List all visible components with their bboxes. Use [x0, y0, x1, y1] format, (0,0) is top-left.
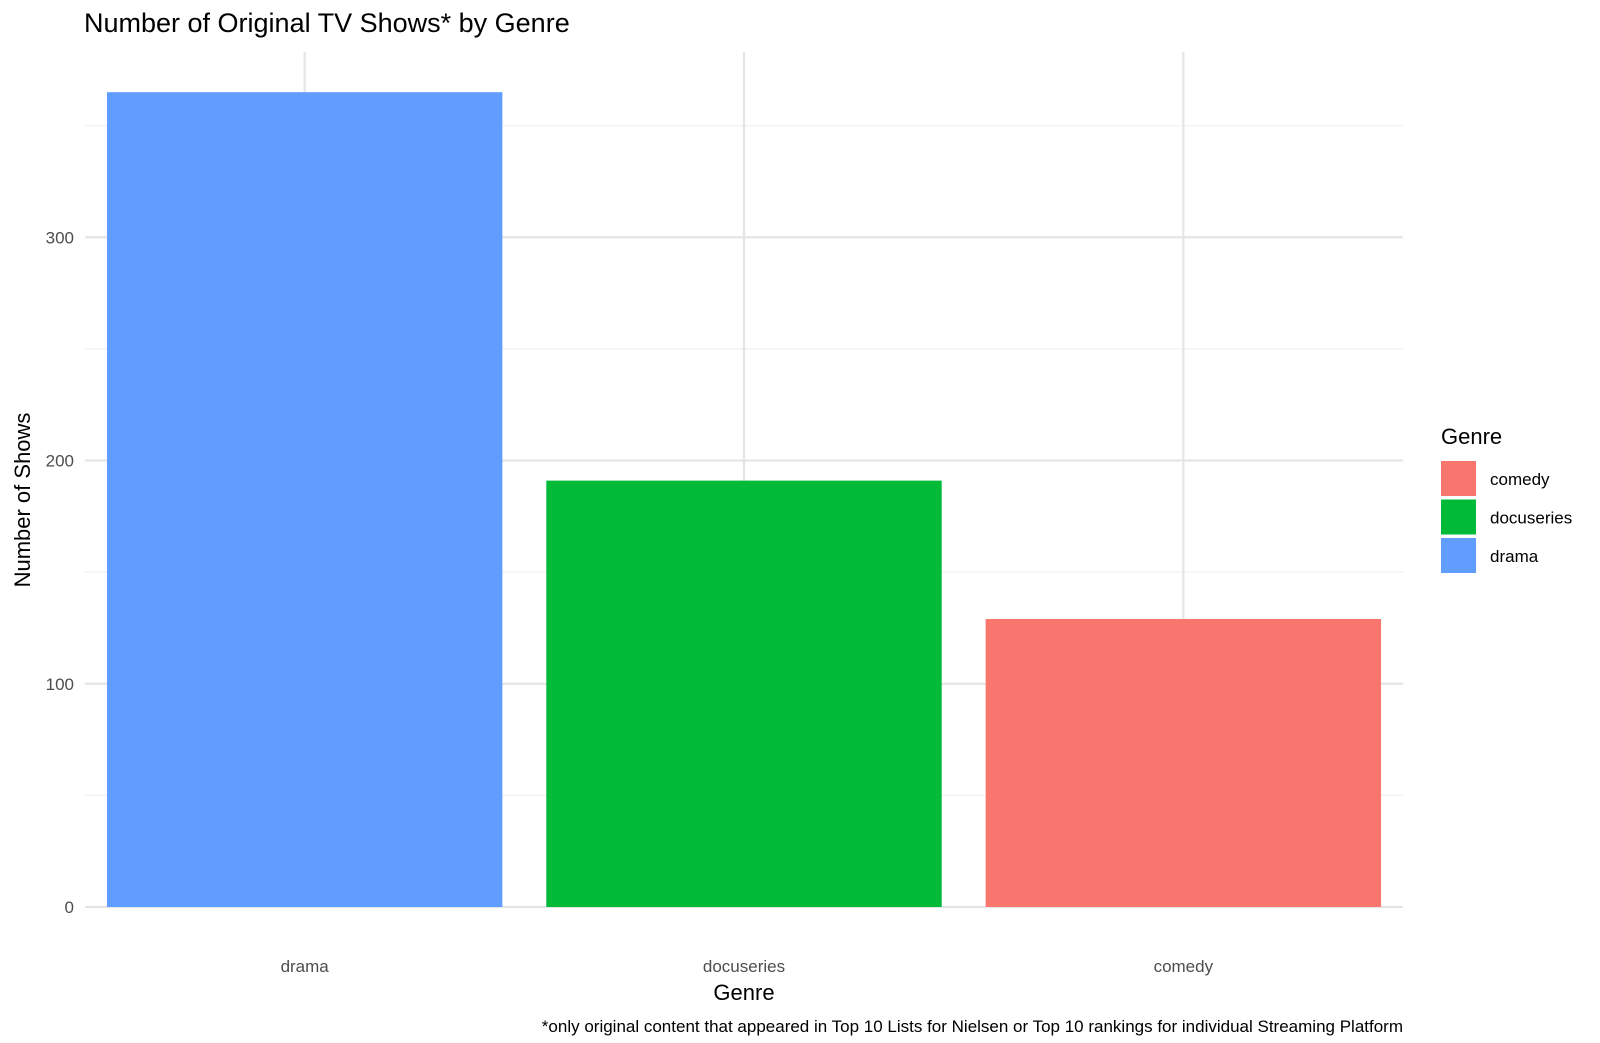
legend: Genre comedy docuseries drama — [1441, 424, 1572, 573]
y-tick-label-200: 200 — [46, 452, 74, 471]
legend-label-drama: drama — [1490, 547, 1539, 566]
bar-docuseries — [546, 480, 942, 907]
legend-key-drama — [1441, 538, 1476, 573]
legend-title: Genre — [1441, 424, 1502, 449]
x-axis-ticks: drama docuseries comedy — [281, 957, 1214, 976]
chart-title: Number of Original TV Shows* by Genre — [84, 8, 570, 38]
chart-caption: *only original content that appeared in … — [542, 1017, 1403, 1036]
legend-label-comedy: comedy — [1490, 470, 1550, 489]
x-tick-label-drama: drama — [281, 957, 330, 976]
legend-entries: comedy docuseries drama — [1441, 461, 1572, 573]
bar-drama — [106, 92, 503, 908]
bars — [106, 92, 1382, 908]
legend-key-docuseries — [1441, 499, 1476, 535]
bar-comedy — [985, 619, 1382, 907]
y-tick-label-100: 100 — [46, 675, 74, 694]
x-axis-title: Genre — [713, 980, 774, 1005]
y-tick-label-300: 300 — [46, 228, 74, 247]
legend-label-docuseries: docuseries — [1490, 509, 1572, 528]
y-axis-title: Number of Shows — [10, 413, 35, 588]
legend-key-comedy — [1441, 461, 1476, 496]
y-tick-label-0: 0 — [65, 898, 74, 917]
x-tick-label-comedy: comedy — [1154, 957, 1214, 976]
x-tick-label-docuseries: docuseries — [703, 957, 785, 976]
y-axis-ticks: 0 100 200 300 — [46, 228, 74, 917]
